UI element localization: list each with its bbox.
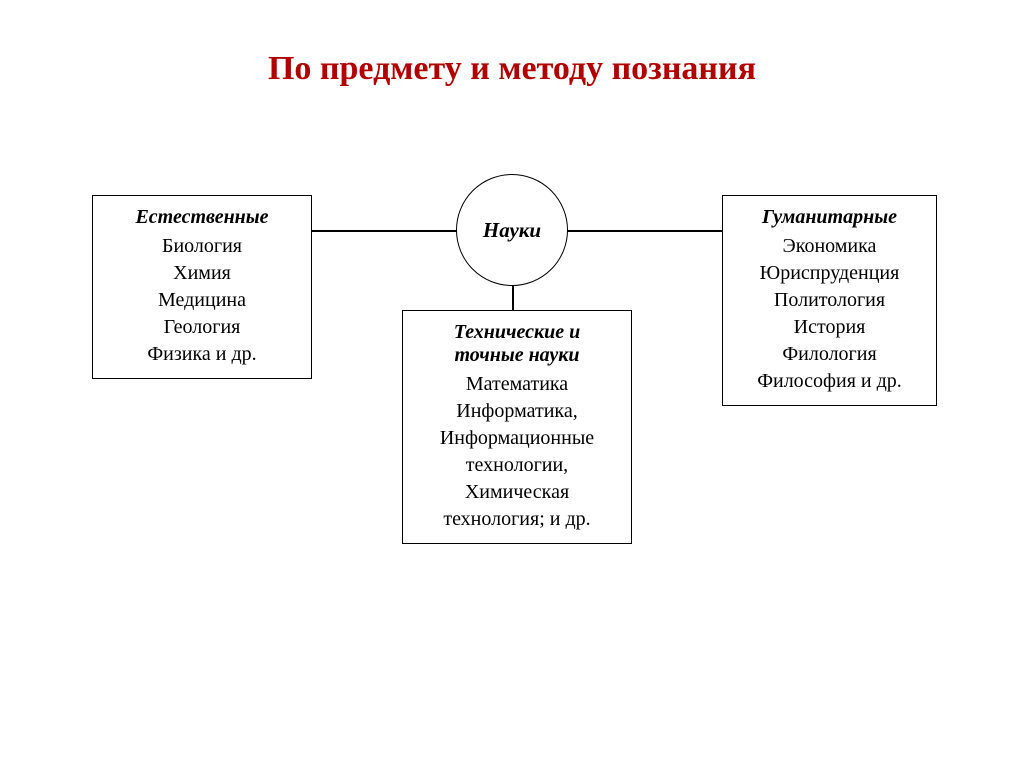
circle-label: Науки (483, 218, 541, 243)
diagram-container: Науки Естественные Биология Химия Медици… (77, 175, 947, 605)
box-right: Гуманитарные Экономика Юриспруденция Пол… (722, 195, 937, 406)
box-right-item: Юриспруденция (737, 260, 922, 287)
box-right-heading: Гуманитарные (737, 206, 922, 229)
center-circle: Науки (456, 174, 568, 286)
box-center-item: Математика (417, 371, 617, 398)
box-right-item: Экономика (737, 233, 922, 260)
box-center: Технические и точные науки Математика Ин… (402, 310, 632, 544)
connector-right (567, 230, 722, 232)
box-center-item: Информатика, (417, 398, 617, 425)
box-left-item: Биология (107, 233, 297, 260)
box-right-item: Философия и др. (737, 368, 922, 395)
connector-down (512, 286, 514, 311)
connector-left (312, 230, 457, 232)
box-left-item: Медицина (107, 287, 297, 314)
box-left: Естественные Биология Химия Медицина Гео… (92, 195, 312, 379)
box-center-heading: Технические и точные науки (417, 321, 617, 367)
box-left-item: Геология (107, 314, 297, 341)
page-title: По предмету и методу познания (0, 50, 1024, 88)
box-left-heading: Естественные (107, 206, 297, 229)
box-right-item: Филология (737, 341, 922, 368)
box-right-item: Политология (737, 287, 922, 314)
box-center-item: Информационные технологии, (417, 425, 617, 479)
box-left-item: Химия (107, 260, 297, 287)
box-left-item: Физика и др. (107, 341, 297, 368)
box-center-item: Химическая технология; и др. (417, 479, 617, 533)
box-right-item: История (737, 314, 922, 341)
